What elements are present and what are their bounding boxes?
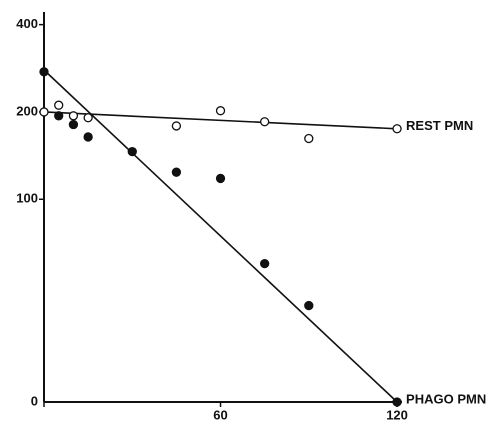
point bbox=[392, 397, 402, 407]
point bbox=[39, 67, 49, 77]
series-label: PHAGO PMN bbox=[406, 391, 486, 406]
point bbox=[304, 133, 314, 144]
point bbox=[260, 258, 270, 269]
point bbox=[83, 132, 93, 142]
x-tick-label: 120 bbox=[386, 407, 408, 422]
point bbox=[171, 121, 182, 131]
point bbox=[215, 106, 226, 116]
x-tick-label: 0 bbox=[31, 393, 38, 408]
point bbox=[127, 146, 137, 157]
point bbox=[215, 173, 226, 184]
point bbox=[68, 111, 79, 121]
point bbox=[83, 113, 93, 123]
y-tick-label: 100 bbox=[16, 191, 38, 206]
fit-line bbox=[43, 69, 398, 403]
point bbox=[171, 167, 182, 177]
x-tick-label: 60 bbox=[213, 407, 227, 422]
point bbox=[304, 300, 314, 311]
point bbox=[392, 124, 402, 134]
y-tick-label: 200 bbox=[16, 103, 38, 118]
point bbox=[54, 100, 64, 110]
point bbox=[68, 119, 79, 130]
point bbox=[260, 117, 270, 127]
y-tick-label: 400 bbox=[16, 16, 38, 31]
series-label: REST PMN bbox=[406, 118, 473, 133]
point bbox=[54, 111, 64, 121]
point bbox=[39, 107, 49, 117]
fit-line bbox=[43, 111, 398, 130]
